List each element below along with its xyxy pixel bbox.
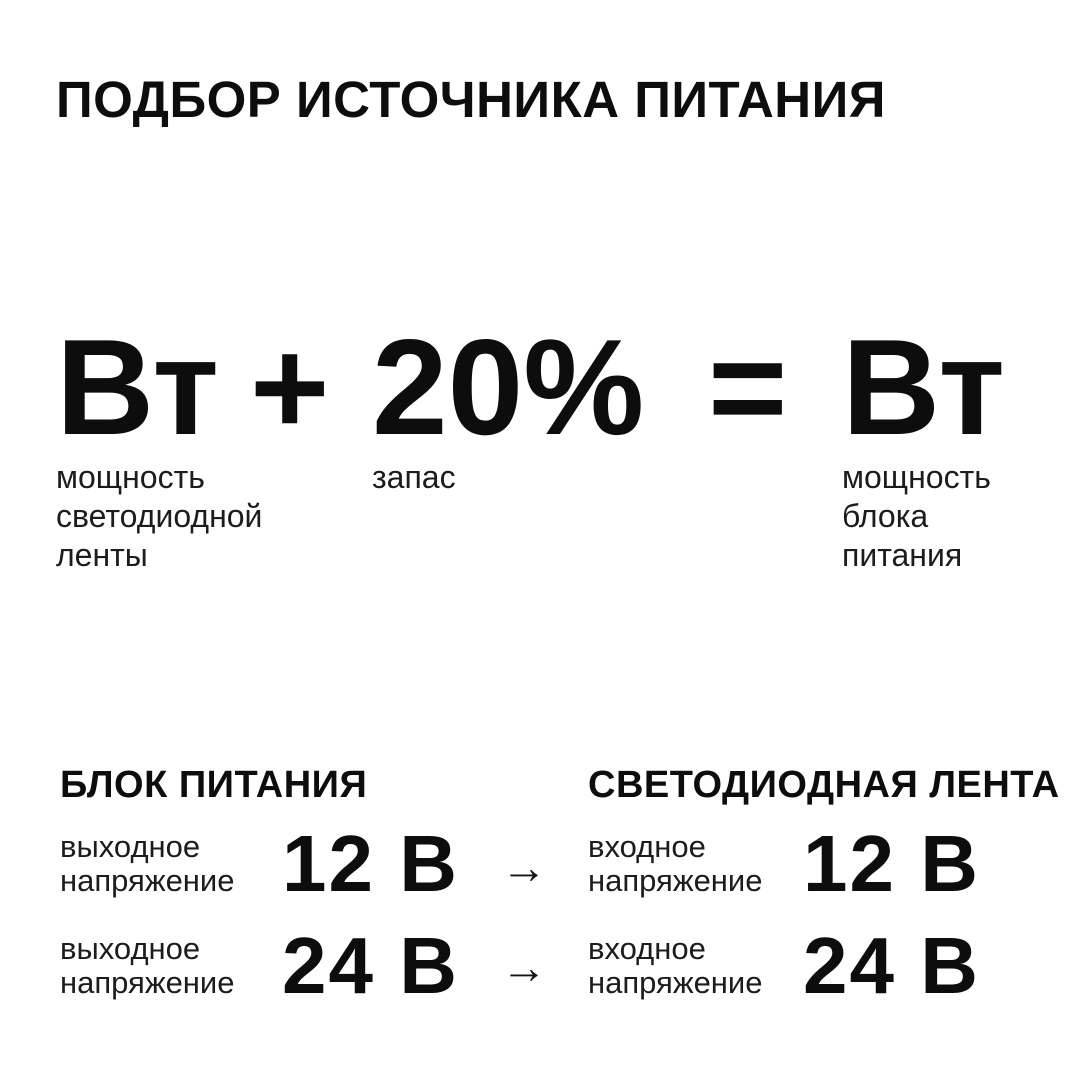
formula-strip-power-value: Вт (56, 311, 220, 463)
led-strip-column-heading: СВЕТОДИОДНАЯ ЛЕНТА (588, 764, 1060, 806)
voltage-row: входное напряжение 24 В (588, 921, 1028, 1010)
plus-operator: + (250, 311, 330, 463)
voltage-row-label: входное напряжение (588, 931, 763, 1000)
arrow-right-icon: → (501, 841, 547, 893)
page-title: ПОДБОР ИСТОЧНИКА ПИТАНИЯ (56, 71, 886, 128)
formula-strip-power-label: мощность светодиодной ленты (56, 459, 263, 573)
formula-psu-power-label: мощность блока питания (842, 459, 991, 573)
voltage-row: входное напряжение 12 В (588, 819, 1028, 908)
voltage-row-value: 24 В (803, 921, 980, 1010)
formula-reserve-value: 20% (372, 311, 645, 463)
voltage-row-value: 12 В (282, 819, 459, 908)
formula-psu-power-term: Вт мощность блока питания (842, 311, 1006, 575)
voltage-row: выходное напряжение 12 В (60, 819, 500, 908)
voltage-row-label: выходное напряжение (60, 829, 235, 898)
led-strip-rows: входное напряжение 12 В входное напряжен… (588, 819, 1028, 1010)
formula-psu-power-value: Вт (842, 311, 1006, 463)
formula-strip-power-term: Вт мощность светодиодной ленты (56, 311, 263, 575)
psu-rows: выходное напряжение 12 В выходное напряж… (60, 819, 500, 1010)
equals-operator: = (708, 311, 788, 463)
voltage-row-label: входное напряжение (588, 829, 763, 898)
arrow-right-icon: → (501, 941, 547, 993)
voltage-row-value: 12 В (803, 819, 980, 908)
voltage-row-label: выходное напряжение (60, 931, 235, 1000)
voltage-row: выходное напряжение 24 В (60, 921, 500, 1010)
led-strip-column: СВЕТОДИОДНАЯ ЛЕНТА входное напряжение 12… (588, 764, 1060, 1032)
psu-column-heading: БЛОК ПИТАНИЯ (60, 764, 368, 806)
psu-column: БЛОК ПИТАНИЯ выходное напряжение 12 В вы… (60, 764, 500, 1032)
formula-reserve-label: запас (372, 459, 456, 495)
formula-reserve-term: 20% запас (372, 311, 645, 497)
voltage-row-value: 24 В (282, 921, 459, 1010)
